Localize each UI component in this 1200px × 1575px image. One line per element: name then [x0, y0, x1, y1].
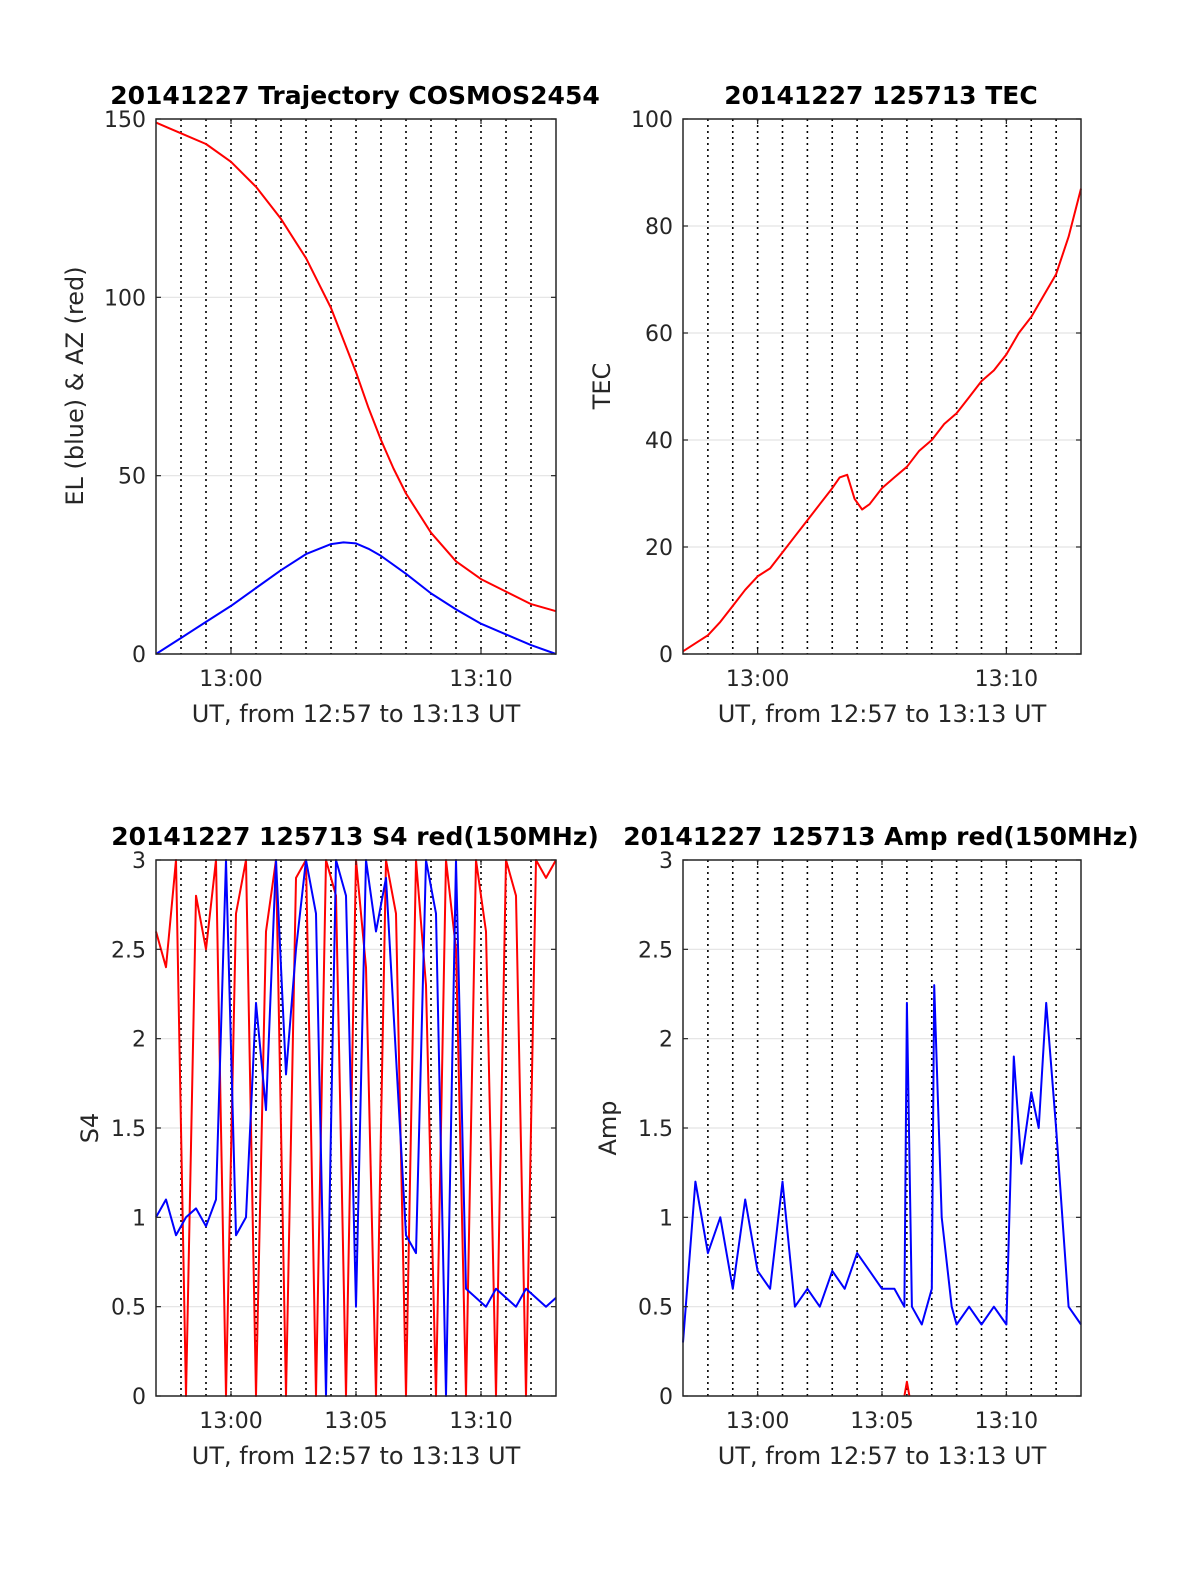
panel-tec-xtick-label: 13:00	[726, 667, 789, 692]
panel-amp: 20141227 125713 Amp red(150MHz) 0 0.5 1 1.5…	[594, 822, 1139, 1470]
panel-s4-xtick-label: 13:10	[449, 1409, 512, 1434]
panel-tec-ytick-label: 0	[659, 643, 673, 668]
panel-s4-ytick-label: 0	[132, 1385, 146, 1410]
panel-trajectory-series-line-1	[155, 541, 557, 655]
panel-trajectory-axes-box	[155, 118, 557, 655]
panel-amp-ylabel: Amp	[594, 1100, 622, 1155]
panel-tec-series-line-0	[682, 188, 1082, 653]
panel-tec-ytick-label: 20	[645, 536, 673, 561]
panel-s4-ytick-label: 3	[132, 849, 146, 874]
panel-amp-ytick-label: 0	[659, 1385, 673, 1410]
panel-tec-ylabel: TEC	[588, 363, 616, 411]
panel-trajectory-title: 20141227 Trajectory COSMOS2454	[110, 81, 600, 110]
panel-amp-ytick-label: 1.5	[638, 1117, 673, 1142]
panel-s4: 20141227 125713 S4 red(150MHz) 0 0.5 1 1.5 2…	[76, 822, 599, 1470]
panel-tec-xlabel: UT, from 12:57 to 13:13 UT	[718, 700, 1047, 728]
panel-tec-ytick-label: 80	[645, 215, 673, 240]
panel-s4-ytick-label: 2.5	[111, 938, 146, 963]
panel-s4-ytick-label: 1.5	[111, 1117, 146, 1142]
panel-amp-ytick-label: 2	[659, 1028, 673, 1053]
panel-tec-ytick-label: 100	[631, 108, 673, 133]
panel-s4-ytick-label: 1	[132, 1206, 146, 1231]
panel-trajectory-series-line-0	[155, 121, 557, 613]
panel-amp-ytick-label: 3	[659, 849, 673, 874]
panel-trajectory-ytick-label: 50	[118, 465, 146, 490]
panel-amp-ytick-label: 2.5	[638, 938, 673, 963]
panel-amp-ytick-label: 1	[659, 1206, 673, 1231]
panel-s4-ylabel: S4	[76, 1113, 104, 1144]
panel-trajectory-ytick-label: 150	[104, 108, 146, 133]
panel-s4-ytick-label: 0.5	[111, 1296, 146, 1321]
panel-s4-ytick-label: 2	[132, 1028, 146, 1053]
panel-amp-series-line-1	[903, 1380, 911, 1397]
panel-amp-ytick-label: 0.5	[638, 1296, 673, 1321]
panel-trajectory: 20141227 Trajectory COSMOS2454 0 50 100 150…	[61, 81, 600, 728]
panel-tec-xtick-label: 13:10	[975, 667, 1038, 692]
panel-tec-ytick-label: 60	[645, 322, 673, 347]
panel-amp-series-line-0	[682, 984, 1082, 1343]
panel-amp-title: 20141227 125713 Amp red(150MHz)	[623, 822, 1139, 851]
panel-tec-title: 20141227 125713 TEC	[724, 81, 1037, 110]
panel-s4-series-line-1	[155, 859, 557, 1397]
panel-trajectory-xtick-label: 13:10	[449, 667, 512, 692]
panel-amp-xlabel: UT, from 12:57 to 13:13 UT	[718, 1442, 1047, 1470]
panel-trajectory-ylabel: EL (blue) & AZ (red)	[61, 266, 89, 505]
panel-s4-xtick-label: 13:00	[199, 1409, 262, 1434]
panel-amp-xtick-label: 13:05	[850, 1409, 913, 1434]
panel-s4-xlabel: UT, from 12:57 to 13:13 UT	[192, 1442, 521, 1470]
panel-s4-xtick-label: 13:05	[324, 1409, 387, 1434]
panel-trajectory-ytick-label: 100	[104, 286, 146, 311]
panel-amp-xtick-label: 13:00	[726, 1409, 789, 1434]
panel-trajectory-xtick-label: 13:00	[199, 667, 262, 692]
panel-tec: 20141227 125713 TEC 0 20 40 60 80 100 13:00 13:…	[588, 81, 1082, 728]
panel-tec-axes-box	[682, 118, 1082, 655]
panel-trajectory-ytick-label: 0	[132, 643, 146, 668]
panel-amp-xtick-label: 13:10	[975, 1409, 1038, 1434]
panel-trajectory-xlabel: UT, from 12:57 to 13:13 UT	[192, 700, 521, 728]
panel-s4-title: 20141227 125713 S4 red(150MHz)	[111, 822, 599, 851]
panel-tec-ytick-label: 40	[645, 429, 673, 454]
